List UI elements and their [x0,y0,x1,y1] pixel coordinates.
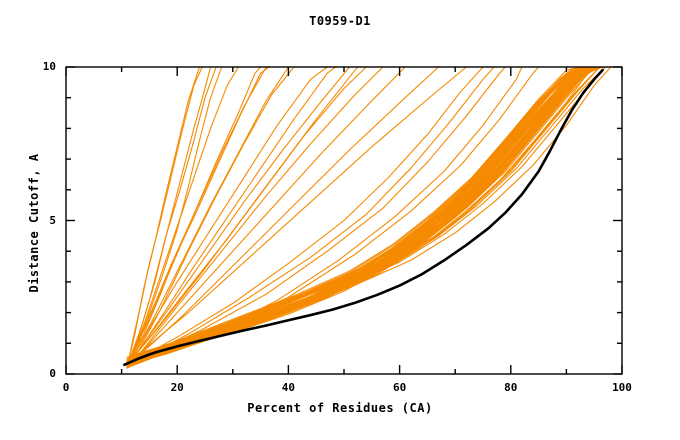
prediction-curve [126,66,584,366]
prediction-curve [126,66,584,366]
prediction-curve [126,66,212,369]
prediction-curve [126,66,406,369]
prediction-curve [126,66,200,369]
prediction-curve [132,66,595,357]
prediction-curve [132,66,467,360]
prediction-curve [126,66,217,367]
prediction-curve [126,66,584,364]
prediction-curve [126,66,590,366]
prediction-curve [126,66,590,363]
prediction-curve [126,66,595,361]
prediction-curve [126,66,601,363]
prediction-curve [126,66,590,366]
prediction-curve [126,66,484,366]
prediction-curve [126,66,590,364]
prediction-curve [126,66,495,367]
prediction-curve [137,66,384,357]
prediction-curve [126,66,584,366]
reference-curve [123,68,604,367]
prediction-curve [126,66,584,361]
prediction-curve [126,66,440,367]
prediction-curve [126,66,506,366]
prediction-curve [126,66,337,369]
prediction-curve [126,66,595,366]
x-tick-label: 0 [62,381,70,394]
prediction-curve [126,66,203,369]
prediction-curve [126,66,328,369]
prediction-curve [126,66,239,369]
prediction-curve [126,66,584,367]
prediction-curve [126,66,359,366]
prediction-curve [126,66,595,360]
prediction-curve [126,66,595,363]
prediction-curve [126,66,590,366]
prediction-curve [126,66,289,369]
series-layer [123,66,612,369]
prediction-curve [126,66,590,366]
prediction-curve [126,66,590,366]
prediction-curve [126,66,584,366]
x-axis-label: Percent of Residues (CA) [247,401,433,415]
prediction-curve [126,66,584,367]
prediction-curve [132,66,351,360]
prediction-curve [126,66,590,367]
x-tick-label: 100 [612,381,632,394]
prediction-curve [126,66,590,364]
prediction-curve [126,66,612,366]
y-tick-label: 10 [42,60,56,73]
prediction-curve [126,66,590,361]
y-tick-label: 5 [49,213,56,227]
prediction-curve [126,66,270,367]
prediction-curve [126,66,590,363]
x-tick-label: 80 [504,381,518,394]
prediction-curve [126,66,590,364]
x-tick-label: 40 [281,381,296,394]
page-title: T0959-D1 [309,14,371,28]
axes-frame [65,66,623,375]
prediction-curve [126,66,584,366]
x-tick-label: 60 [392,381,407,394]
prediction-curve [126,66,590,361]
prediction-curve [126,66,262,366]
prediction-curve [126,66,584,358]
prediction-curve [126,66,595,364]
x-tick-label: 20 [170,381,184,394]
y-tick-label: 0 [49,367,56,380]
prediction-curve [126,66,595,364]
